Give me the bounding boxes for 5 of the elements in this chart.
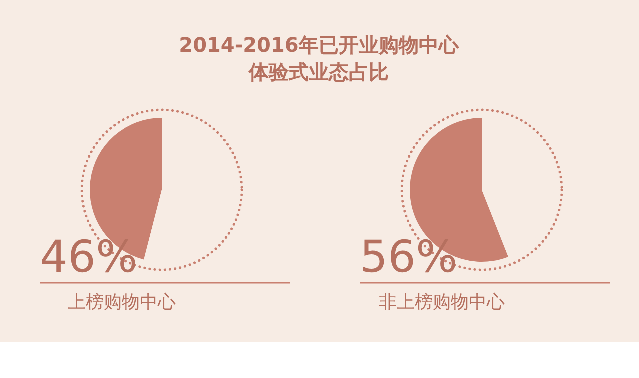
data-label: 56% bbox=[360, 232, 458, 283]
data-label: 46% bbox=[40, 232, 138, 283]
text: 2014-2016年已开业购物中心体验式业态占比 bbox=[179, 33, 460, 84]
text: 非上榜购物中心 bbox=[379, 292, 505, 313]
text: 上榜购物中心 bbox=[68, 292, 176, 313]
